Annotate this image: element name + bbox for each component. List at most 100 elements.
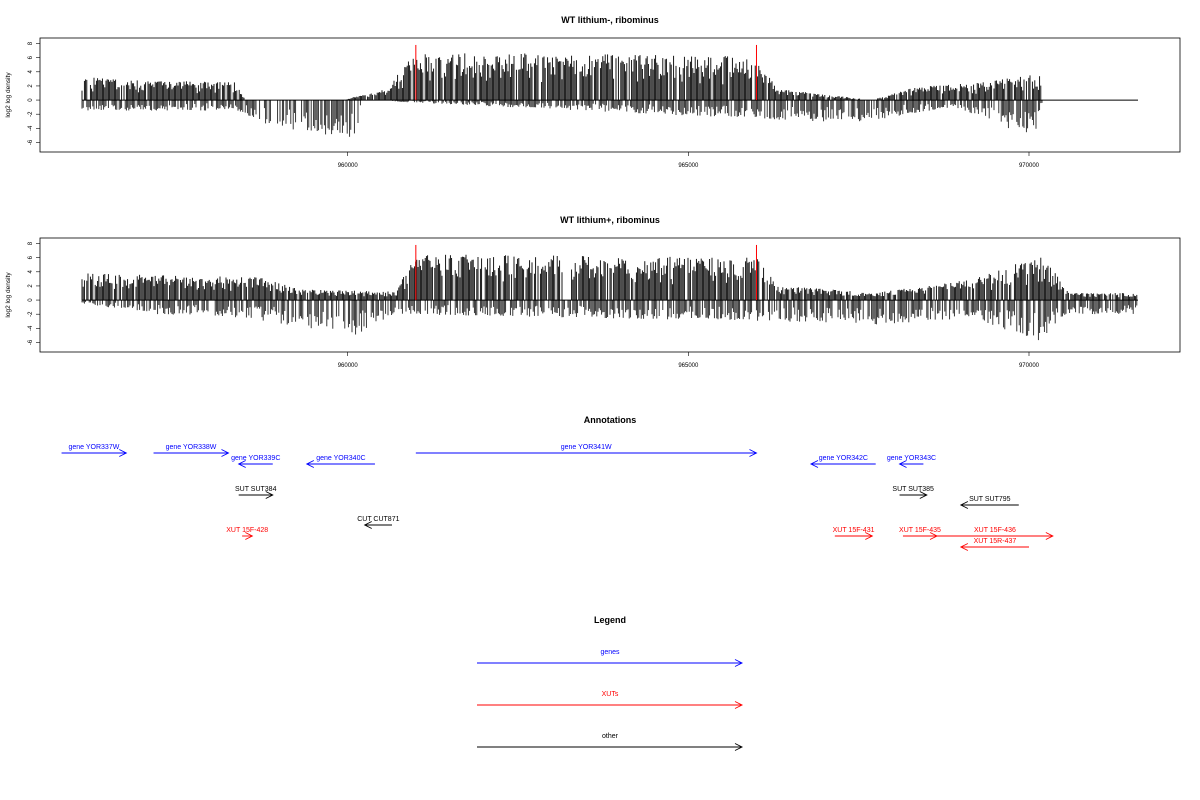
y-tick-label: 6 xyxy=(28,255,34,259)
gene-boundary-markers xyxy=(415,244,757,301)
y-tick-label: 0 xyxy=(28,298,34,302)
feature-arrow-head xyxy=(237,460,246,468)
y-tick-label: 4 xyxy=(28,269,34,273)
feature-label: gene YOR342C xyxy=(819,455,868,462)
panel-title: WT lithium+, ribominus xyxy=(560,215,660,225)
legend-title: Legend xyxy=(594,615,626,625)
annotation-feature: XUT 15F-428 xyxy=(226,527,268,540)
feature-label: SUT SUT384 xyxy=(235,486,277,493)
y-tick-label: 0 xyxy=(28,98,34,102)
feature-arrow-head xyxy=(749,449,758,457)
x-tick-label: 960000 xyxy=(338,163,359,169)
annotation-feature: gene YOR339C xyxy=(231,455,280,468)
y-tick-label: 8 xyxy=(28,41,34,45)
feature-arrow-head xyxy=(119,449,128,457)
legend: Legend genes XUTs other xyxy=(477,615,744,751)
y-tick-label: 2 xyxy=(28,84,34,88)
feature-label: gene YOR339C xyxy=(231,455,280,462)
plot-frame xyxy=(39,237,1181,353)
feature-arrow-head xyxy=(865,532,874,540)
y-tick-label: 4 xyxy=(28,69,34,73)
legend-arrow-head xyxy=(734,701,744,709)
feature-arrow-head xyxy=(959,501,969,509)
y-tick-label: 8 xyxy=(28,241,34,245)
feature-arrow-head xyxy=(809,460,819,468)
annotation-feature: gene YOR341W xyxy=(415,444,758,457)
legend-entry: other xyxy=(477,733,744,751)
feature-arrow-head xyxy=(221,449,230,457)
annotation-feature: gene YOR342C xyxy=(809,455,876,468)
annotation-feature: gene YOR338W xyxy=(153,444,230,457)
feature-arrow-head xyxy=(265,491,274,499)
y-tick-label: -2 xyxy=(28,111,34,117)
annotation-feature: SUT SUT795 xyxy=(959,496,1019,509)
feature-arrow-head xyxy=(305,460,315,468)
feature-label: XUT 15F-428 xyxy=(226,527,268,534)
x-axis: 960000 965000 970000 xyxy=(338,352,1040,369)
annotation-feature: gene YOR343C xyxy=(887,455,936,468)
feature-label: XUT 15F-436 xyxy=(974,527,1016,534)
x-tick-label: 965000 xyxy=(678,363,699,369)
x-tick-label: 970000 xyxy=(1019,163,1040,169)
y-tick-label: -6 xyxy=(28,339,34,345)
y-tick-label: -4 xyxy=(28,325,34,331)
density-bars xyxy=(81,254,1138,341)
y-tick-label: 2 xyxy=(28,284,34,288)
legend-entry: XUTs xyxy=(477,691,744,709)
track-panel-lithium-plus: WT lithium+, ribominus log2 log density … xyxy=(5,215,1181,369)
annotation-feature: SUT SUT385 xyxy=(892,486,934,499)
annotation-feature: XUT 15F-435 xyxy=(899,527,941,540)
feature-label: SUT SUT385 xyxy=(892,486,934,493)
annotation-feature: XUT 15R-437 xyxy=(959,538,1029,551)
feature-label: gene YOR340C xyxy=(316,455,365,462)
annotation-feature: gene YOR337W xyxy=(61,444,128,457)
feature-arrow-head xyxy=(919,491,928,499)
panel-title: WT lithium-, ribominus xyxy=(561,15,659,25)
legend-entry: genes xyxy=(477,649,744,667)
feature-label: SUT SUT795 xyxy=(969,496,1011,503)
annotations-track: Annotations gene YOR337W gene YOR338W gene… xyxy=(61,415,1054,551)
density-bars xyxy=(81,53,1043,137)
y-tick-label: -4 xyxy=(28,125,34,131)
x-axis: 960000 965000 970000 xyxy=(338,152,1040,169)
track-panel-lithium-minus: WT lithium-, ribominus log2 log density … xyxy=(5,15,1181,169)
feature-label: gene YOR338W xyxy=(166,444,217,451)
plot-frame xyxy=(39,37,1181,153)
feature-label: XUT 15F-435 xyxy=(899,527,941,534)
feature-label: gene YOR341W xyxy=(561,444,612,451)
legend-label: XUTs xyxy=(602,691,619,698)
feature-label: XUT 15F-431 xyxy=(833,527,875,534)
legend-label: other xyxy=(602,733,619,740)
legend-arrow-head xyxy=(734,743,744,751)
feature-arrow-head xyxy=(245,532,254,540)
y-axis-label: log2 log density xyxy=(5,72,12,118)
x-tick-label: 960000 xyxy=(338,363,359,369)
y-axis-label: log2 log density xyxy=(5,272,12,318)
feature-arrow-head xyxy=(898,460,907,468)
y-tick-label: -6 xyxy=(28,139,34,145)
y-tick-label: -2 xyxy=(28,311,34,317)
x-tick-label: 965000 xyxy=(678,163,699,169)
y-axis: 8 6 4 2 0 -2 -4 -6 xyxy=(28,241,40,345)
feature-arrow-head xyxy=(363,521,372,529)
feature-arrow-head xyxy=(1045,532,1054,540)
y-tick-label: 6 xyxy=(28,55,34,59)
feature-label: CUT CUT871 xyxy=(357,516,399,523)
feature-label: gene YOR343C xyxy=(887,455,936,462)
gene-boundary-markers xyxy=(415,44,757,101)
legend-entries: genes XUTs other xyxy=(477,649,744,751)
y-axis: 8 6 4 2 0 -2 -4 -6 xyxy=(28,41,40,145)
annotation-feature: SUT SUT384 xyxy=(235,486,277,499)
feature-label: gene YOR337W xyxy=(68,444,119,451)
x-tick-label: 970000 xyxy=(1019,363,1040,369)
annotation-feature: gene YOR340C xyxy=(305,455,375,468)
annotation-feature: XUT 15F-431 xyxy=(833,527,875,540)
feature-label: XUT 15R-437 xyxy=(974,538,1017,545)
legend-label: genes xyxy=(600,649,620,656)
annotations-title: Annotations xyxy=(584,415,637,425)
feature-arrow-head xyxy=(959,543,969,551)
annotation-feature: CUT CUT871 xyxy=(357,516,400,529)
annotation-feature: XUT 15F-436 xyxy=(937,527,1054,540)
legend-arrow-head xyxy=(734,659,744,667)
